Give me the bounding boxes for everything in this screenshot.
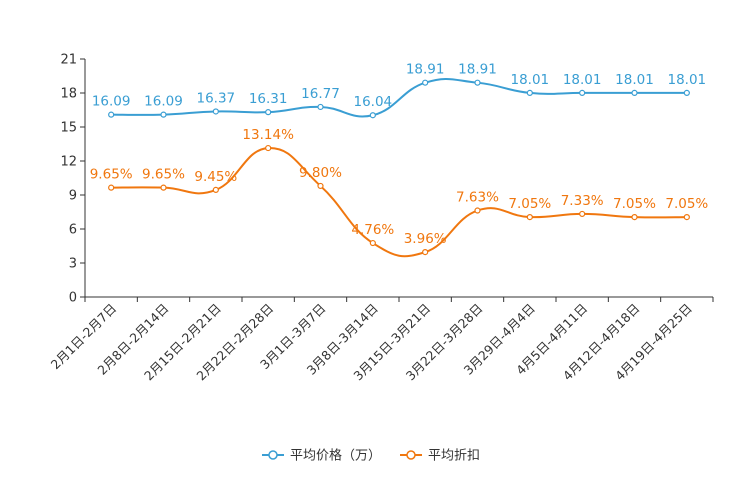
data-label: 16.37 [197,90,236,106]
data-point [683,89,690,96]
data-label: 9.80% [299,165,342,181]
legend[interactable]: 平均价格（万） 平均折扣 [262,448,480,464]
data-point [579,89,586,96]
data-point [317,182,324,190]
y-tick-label: 15 [60,121,77,136]
data-point [683,214,690,221]
legend-item-1[interactable]: 平均价格（万） [262,448,381,464]
data-label: 16.04 [354,94,393,110]
data-point [212,186,219,193]
data-point [422,79,429,86]
series-2: 9.65% 9.65% 9.45% 13.14% 9.80% 4.76% 3.96% 7.63… [90,127,708,258]
data-label: 7.63% [456,190,499,206]
data-label: 4.76% [351,222,394,238]
data-label: 18.01 [563,72,602,88]
data-point [265,109,272,116]
data-point [369,112,376,119]
data-label: 18.01 [668,72,707,88]
legend-label: 平均价格（万） [290,448,381,464]
data-point [160,184,167,191]
data-point [369,239,376,247]
legend-marker [268,450,278,460]
legend-label: 平均折扣 [428,449,480,464]
data-point [526,214,533,221]
legend-item-2[interactable]: 平均折扣 [400,449,480,464]
data-label: 16.09 [92,94,131,110]
data-point [265,144,272,152]
data-label: 16.77 [301,86,340,102]
data-point [631,214,638,221]
data-label: 18.91 [406,62,445,78]
data-label: 16.09 [144,94,183,110]
y-tick-label: 21 [60,53,77,68]
data-label: 9.45% [194,169,237,185]
data-point [526,89,533,96]
data-label: 7.05% [508,196,551,212]
data-label: 16.31 [249,91,288,107]
data-label: 9.65% [142,167,185,183]
data-label: 9.65% [90,167,133,183]
data-label: 18.01 [511,72,550,88]
y-tick-label: 3 [69,257,77,272]
data-point [212,108,219,115]
data-point [317,103,324,111]
data-label: 7.33% [561,193,604,209]
y-tick-label: 6 [69,223,77,238]
data-point [160,111,167,118]
series-1: 16.09 16.09 16.37 16.31 16.77 16.04 18.91 18.91… [92,62,707,119]
data-point [474,79,481,86]
data-label: 7.05% [613,196,656,212]
data-label: 13.14% [242,127,294,143]
series-line [111,77,687,118]
y-tick-label: 0 [69,291,77,306]
data-point [108,184,115,191]
data-label: 7.05% [665,196,708,212]
data-label: 18.01 [615,72,654,88]
data-point [474,207,481,214]
legend-marker [406,450,416,460]
y-tick-label: 12 [60,155,77,170]
data-point [108,111,115,118]
y-tick-label: 18 [60,87,77,102]
data-label: 3.96% [404,231,447,247]
data-point [631,89,638,96]
data-point [422,249,429,256]
y-tick-label: 9 [69,189,77,204]
data-point [579,210,586,218]
series-layer: 16.09 16.09 16.37 16.31 16.77 16.04 18.91 18.91… [90,62,708,258]
data-label: 18.91 [458,62,497,78]
